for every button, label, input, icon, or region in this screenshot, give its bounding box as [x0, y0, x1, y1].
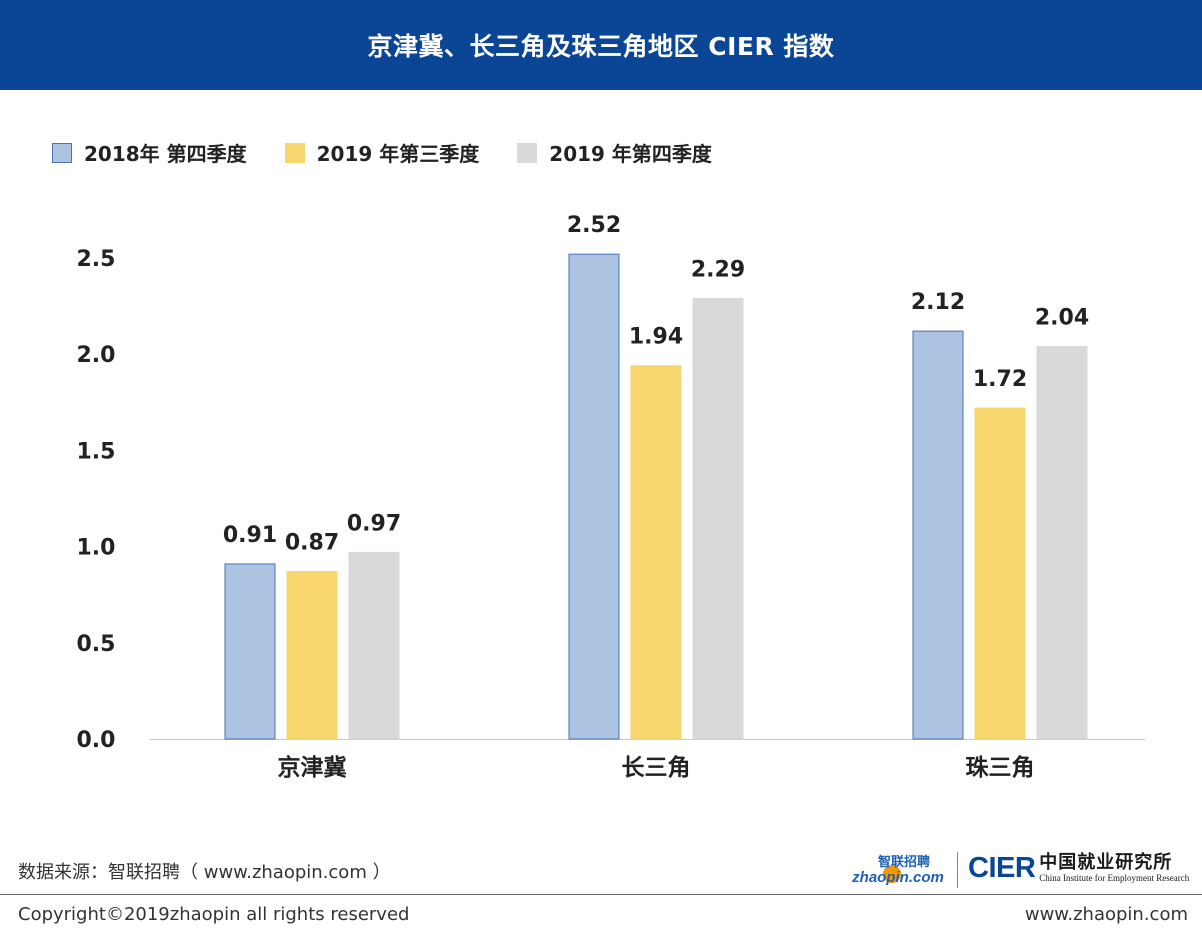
y-tick-label: 0.5: [77, 632, 116, 657]
data-source: 数据来源：智联招聘（ www.zhaopin.com ）: [18, 862, 391, 883]
site-url: www.zhaopin.com: [1024, 904, 1188, 925]
bar: [224, 563, 276, 740]
y-tick-label: 2.0: [77, 343, 116, 368]
zhaopin-logo-en: zhaopin.com: [851, 869, 944, 886]
data-label: 2.04: [1035, 306, 1089, 331]
bar: [974, 407, 1026, 740]
chart-title: 京津冀、长三角及珠三角地区 CIER 指数: [367, 32, 835, 61]
legend-label-2019q4: 2019 年第四季度: [549, 142, 712, 166]
legend-label-2019q3: 2019 年第三季度: [316, 142, 480, 166]
legend-swatch-2018q4: [52, 142, 72, 163]
cier-logo-cn: 中国就业研究所: [1039, 852, 1173, 873]
y-tick-label: 1.0: [77, 536, 116, 561]
zhaopin-logo-cn: 智联招聘: [878, 854, 930, 870]
legend-swatch-2019q3: [284, 142, 305, 163]
legend-swatch-2019q4: [517, 142, 538, 163]
y-tick-label: 1.5: [77, 439, 116, 464]
y-tick-label: 0.0: [77, 728, 116, 753]
data-label: 2.29: [691, 257, 745, 282]
legend-label-2018q4: 2018年 第四季度: [84, 142, 247, 166]
zhaopin-logo: 智联招聘 zhaopin.com: [851, 854, 944, 886]
bar: [692, 297, 744, 740]
bar: [1036, 346, 1088, 740]
bar: [912, 330, 964, 740]
title-bar: 京津冀、长三角及珠三角地区 CIER 指数: [0, 0, 1202, 90]
y-tick-label: 2.5: [77, 247, 116, 272]
x-category-label: 珠三角: [966, 754, 1035, 781]
bar: [630, 365, 682, 740]
bar-chart: 0.0 0.5 1.0 1.5 2.0 2.5 0.91 2.52 2.12 0.87 1.94 1.…: [77, 213, 1145, 781]
data-label: 1.94: [629, 325, 683, 350]
footer-divider: [0, 894, 1202, 895]
bar: [568, 253, 620, 740]
cier-logo-mark: CIER: [968, 852, 1036, 884]
data-label: 2.12: [911, 290, 965, 315]
legend: 2018年 第四季度 2019 年第三季度 2019 年第四季度: [52, 138, 750, 167]
copyright: Copyright©2019zhaopin all rights reserve…: [18, 904, 410, 925]
data-label: 1.72: [973, 367, 1027, 392]
data-label: 2.52: [567, 213, 621, 238]
cier-logo-en: China Institute for Employment Research: [1039, 873, 1190, 883]
legend-item-2018q4: 2018年 第四季度: [52, 138, 247, 167]
legend-item-2019q4: 2019 年第四季度: [517, 138, 712, 167]
data-label: 0.87: [285, 531, 339, 556]
bar: [348, 551, 400, 740]
bar: [286, 571, 338, 740]
cier-logo: CIER 中国就业研究所 China Institute for Employm…: [968, 852, 1189, 885]
x-category-label: 长三角: [622, 754, 691, 781]
legend-item-2019q3: 2019 年第三季度: [284, 138, 480, 167]
x-category-label: 京津冀: [278, 754, 347, 781]
data-label: 0.97: [347, 511, 401, 536]
logo-divider: [957, 852, 958, 888]
data-label: 0.91: [223, 523, 277, 548]
